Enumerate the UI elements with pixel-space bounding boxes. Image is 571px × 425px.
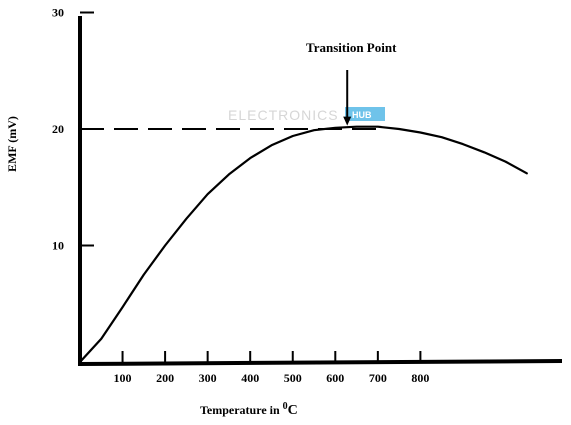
x-tick-label: 400	[241, 371, 259, 385]
y-tick-label: 20	[52, 122, 64, 136]
watermark-text: ELECTRONICS	[228, 107, 339, 123]
watermark-badge	[345, 107, 385, 121]
x-axis-title-degree: 0	[283, 401, 288, 412]
x-axis-title-unit: C	[288, 403, 298, 418]
y-tick-label: 10	[52, 239, 64, 253]
watermark: ELECTRONICS HUB	[228, 107, 385, 123]
x-tick-label: 100	[114, 371, 132, 385]
watermark-badge-text: HUB	[352, 110, 372, 120]
x-tick-label: 500	[284, 371, 302, 385]
transition-point-label: Transition Point	[306, 40, 397, 55]
y-tick-label: 30	[52, 6, 64, 20]
x-tick-label: 800	[411, 371, 429, 385]
x-tick-label: 200	[156, 371, 174, 385]
y-axis-title: EMF (mV)	[5, 116, 19, 172]
x-tick-label: 300	[199, 371, 217, 385]
x-tick-label: 600	[326, 371, 344, 385]
x-axis-ticks: 100 200 300 400 500 600 700 800	[114, 351, 429, 385]
x-axis-title-text: Temperature in	[200, 403, 283, 417]
y-axis-ticks: 10 20 30	[52, 6, 94, 253]
x-axis	[77, 359, 563, 366]
x-axis-title: Temperature in 0C	[200, 401, 298, 418]
transition-point-arrowhead	[343, 116, 352, 126]
emf-curve	[78, 125, 528, 364]
x-tick-label: 700	[369, 371, 387, 385]
